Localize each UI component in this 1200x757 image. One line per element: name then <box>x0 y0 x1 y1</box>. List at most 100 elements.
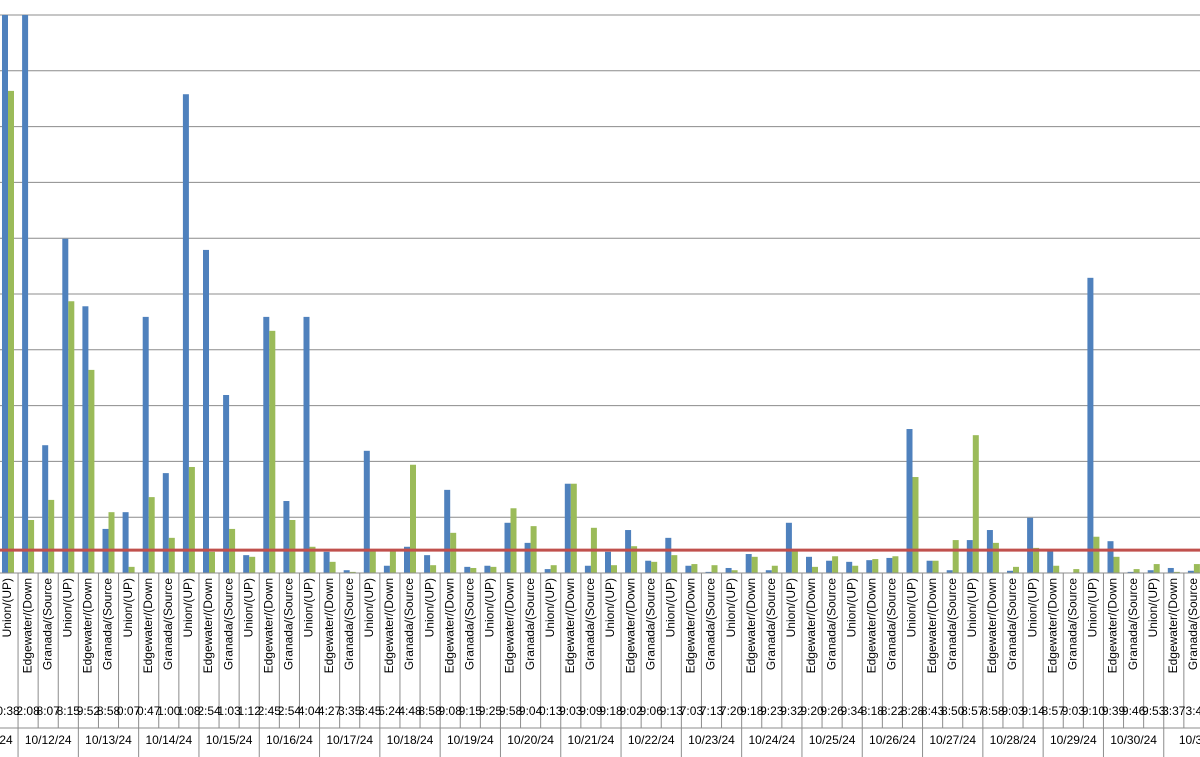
category-label: Edgewater/(Down <box>623 578 637 673</box>
bar <box>946 570 953 573</box>
time-label: 7:13 <box>700 704 724 718</box>
time-label: 9:04 <box>519 704 543 718</box>
time-label: 9:23 <box>760 704 784 718</box>
time-label: 8:57 <box>961 704 985 718</box>
bar <box>731 570 738 573</box>
time-label: 8:57 <box>1042 704 1066 718</box>
category-label: Union/(UP) <box>844 578 858 637</box>
category-label: Granada/(Source <box>523 578 537 670</box>
time-label: 1:03 <box>217 704 241 718</box>
bar <box>1107 541 1114 573</box>
bar <box>785 522 792 573</box>
category-label: Union/(UP) <box>483 578 497 637</box>
category-label: Granada/(Source <box>462 578 476 670</box>
bar <box>490 566 497 573</box>
bar <box>28 519 35 573</box>
category-label: Edgewater/(Down <box>1045 578 1059 673</box>
category-label: Edgewater/(Down <box>503 578 517 673</box>
bar <box>8 90 14 573</box>
date-label: 10/21/24 <box>568 733 615 747</box>
bar <box>912 477 919 573</box>
bar <box>148 497 155 573</box>
bar <box>510 508 517 573</box>
time-label: 4:48 <box>398 704 422 718</box>
bar <box>665 537 672 573</box>
time-label: 9:14 <box>1021 704 1045 718</box>
bar <box>470 567 477 573</box>
time-label: 8:58 <box>981 704 1005 718</box>
category-label: Union/(UP) <box>121 578 135 637</box>
category-label: Union/(UP) <box>543 578 557 637</box>
category-label: Edgewater/(Down <box>20 578 34 673</box>
bar <box>631 546 638 573</box>
category-label: Union/(UP) <box>241 578 255 637</box>
bar <box>108 512 115 573</box>
bar <box>846 561 853 573</box>
bar <box>389 550 396 573</box>
date-label: 10/27/24 <box>929 733 976 747</box>
time-label: 2:54 <box>278 704 302 718</box>
category-label: Granada/(Source <box>1005 578 1019 670</box>
bar <box>671 555 678 573</box>
bar <box>383 565 390 573</box>
bar <box>128 566 135 573</box>
bar <box>343 570 350 573</box>
category-label: Granada/(Source <box>885 578 899 670</box>
bar <box>1007 570 1013 573</box>
bar <box>926 560 933 573</box>
category-label: Granada/(Source <box>1186 578 1200 670</box>
time-label: 9:06 <box>640 704 664 718</box>
category-label: Granada/(Source <box>101 578 115 670</box>
bar <box>62 238 69 573</box>
time-label: 9:53 <box>1142 704 1166 718</box>
time-label: 3:4 <box>1186 704 1200 718</box>
bar <box>22 15 29 573</box>
bar <box>1167 567 1174 573</box>
time-label: 9:03 <box>1062 704 1086 718</box>
time-label: 4:04 <box>298 704 322 718</box>
bar <box>1147 570 1154 573</box>
time-label: 9:10 <box>1082 704 1106 718</box>
time-label: 9:52 <box>77 704 101 718</box>
category-label: Edgewater/(Down <box>81 578 95 673</box>
bar <box>68 301 75 573</box>
time-label: 9:09 <box>579 704 603 718</box>
date-label: 10/24/24 <box>748 733 795 747</box>
date-label: 10/28/24 <box>990 733 1037 747</box>
bar <box>269 330 276 573</box>
category-label: Granada/(Source <box>824 578 838 670</box>
date-label: 10/22/24 <box>628 733 675 747</box>
time-label: 9:08 <box>439 704 463 718</box>
bar <box>564 483 571 573</box>
bar <box>223 394 230 573</box>
category-label: Granada/(Source <box>945 578 959 670</box>
bar <box>826 560 833 573</box>
bar <box>289 519 296 573</box>
time-label: 9:46 <box>1122 704 1146 718</box>
bar <box>363 450 370 573</box>
time-label: 8:58 <box>97 704 121 718</box>
bar <box>48 499 55 573</box>
time-label: 9:02 <box>619 704 643 718</box>
time-label: 9:58 <box>499 704 523 718</box>
category-label: Edgewater/(Down <box>864 578 878 673</box>
bar <box>771 565 778 573</box>
category-label: Union/(UP) <box>60 578 74 637</box>
bar <box>410 464 416 573</box>
bar <box>906 429 913 573</box>
category-label: Union/(UP) <box>965 578 979 637</box>
bar <box>972 435 979 573</box>
bar <box>1087 277 1094 573</box>
date-label: 10/30/24 <box>1110 733 1157 747</box>
bar <box>349 571 356 573</box>
category-label: Union/(UP) <box>663 578 677 637</box>
time-label: 3:37 <box>1162 704 1186 718</box>
time-label: 0:13 <box>539 704 563 718</box>
category-label: Edgewater/(Down <box>322 578 336 673</box>
category-label: Union/(UP) <box>724 578 738 637</box>
time-label: 9:32 <box>780 704 804 718</box>
time-label: 0:38 <box>0 704 20 718</box>
bar <box>168 537 175 573</box>
category-label: Granada/(Source <box>342 578 356 670</box>
bar <box>550 565 557 573</box>
